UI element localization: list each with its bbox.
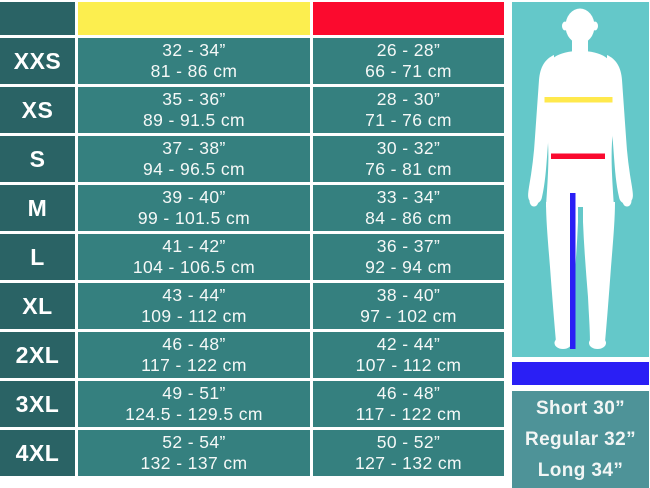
waist-measurement-cell: 26 - 28” 66 - 71 cm [313,38,504,84]
measurement-inches: 30 - 32” [376,138,441,158]
size-label: 2XL [0,332,75,378]
inseam-color-bar [512,362,649,385]
measurement-cm: 76 - 81 cm [365,159,452,179]
measurement-cm: 109 - 112 cm [141,306,247,326]
measurement-inches: 49 - 51” [162,383,226,403]
chest-measurement-cell: 46 - 48” 117 - 122 cm [78,332,310,378]
measurement-inches: 52 - 54” [162,432,226,452]
size-label: L [0,234,75,280]
waist-measurement-cell: 30 - 32” 76 - 81 cm [313,136,504,182]
measurement-cm: 84 - 86 cm [365,208,452,228]
measurement-inches: 36 - 37” [376,236,441,256]
chest-measurement-cell: 49 - 51” 124.5 - 129.5 cm [78,381,310,427]
figure-right-arm [607,55,633,204]
inseam-option: Short 30” [535,397,626,419]
waist-measurement-cell: 36 - 37” 92 - 94 cm [313,234,504,280]
measurement-cm: 71 - 76 cm [365,110,452,130]
waist-measurement-cell: 33 - 34” 84 - 86 cm [313,185,504,231]
measurement-inches: 26 - 28” [376,40,441,60]
size-label: M [0,185,75,231]
chest-measurement-cell: 52 - 54” 132 - 137 cm [78,430,310,476]
measurement-inches: 41 - 42” [162,236,226,256]
chest-measurement-cell: 39 - 40” 99 - 101.5 cm [78,185,310,231]
measurement-inches: 32 - 34” [162,40,226,60]
measurement-cm: 127 - 132 cm [355,453,462,473]
chest-measurement-cell: 37 - 38” 94 - 96.5 cm [78,136,310,182]
figure-right-leg [583,202,615,342]
measurement-inches: 39 - 40” [162,187,226,207]
measurement-cm: 117 - 122 cm [355,404,462,424]
figure-left-arm [528,55,554,204]
chest-measurement-cell: 35 - 36” 89 - 91.5 cm [78,87,310,133]
size-label: 4XL [0,430,75,476]
measurement-inches: 50 - 52” [376,432,441,452]
body-silhouette-icon [528,8,633,349]
measurement-guide-panel: Short 30” Regular 32” Long 34” [512,2,649,488]
measurement-cm: 107 - 112 cm [355,355,462,375]
measurement-cm: 99 - 101.5 cm [137,208,251,228]
size-label: S [0,136,75,182]
waist-measurement-cell: 42 - 44” 107 - 112 cm [313,332,504,378]
waist-column-header-swatch [313,2,504,35]
table-corner-cell [0,2,75,35]
waist-measurement-cell: 50 - 52” 127 - 132 cm [313,430,504,476]
waist-measure-line-icon [551,153,605,159]
measurement-inches: 42 - 44” [376,334,441,354]
size-label: XXS [0,38,75,84]
measurement-inches: 38 - 40” [376,285,441,305]
inseam-option: Regular 32” [524,428,637,450]
chest-measurement-cell: 41 - 42” 104 - 106.5 cm [78,234,310,280]
measurement-cm: 104 - 106.5 cm [132,257,256,277]
measurement-cm: 94 - 96.5 cm [142,159,246,179]
size-table: XXS 32 - 34” 81 - 86 cm 26 - 28” 66 - 71… [0,2,504,488]
measurement-cm: 89 - 91.5 cm [142,110,246,130]
figure-head [565,8,595,44]
body-figure-panel [512,2,649,357]
measurement-cm: 132 - 137 cm [140,453,248,473]
measurement-cm: 81 - 86 cm [150,61,238,81]
measurement-cm: 92 - 94 cm [365,257,452,277]
chest-measure-line-icon [544,97,613,103]
measurement-inches: 37 - 38” [162,138,226,158]
chest-column-header-swatch [78,2,310,35]
chest-measurement-cell: 43 - 44” 109 - 112 cm [78,283,310,329]
figure-neck [572,38,588,53]
measurement-inches: 43 - 44” [162,285,226,305]
measurement-inches: 46 - 48” [376,383,441,403]
measurement-cm: 97 - 102 cm [360,306,457,326]
measurement-cm: 66 - 71 cm [365,61,452,81]
measurement-inches: 33 - 34” [376,187,441,207]
size-label: 3XL [0,381,75,427]
size-label: XL [0,283,75,329]
chest-measurement-cell: 32 - 34” 81 - 86 cm [78,38,310,84]
measurement-cm: 124.5 - 129.5 cm [125,404,263,424]
inseam-measure-line-icon [570,193,576,349]
waist-measurement-cell: 46 - 48” 117 - 122 cm [313,381,504,427]
measurement-cm: 117 - 122 cm [141,355,247,375]
waist-measurement-cell: 28 - 30” 71 - 76 cm [313,87,504,133]
size-label: XS [0,87,75,133]
inseam-option: Long 34” [537,459,624,481]
measurement-inches: 35 - 36” [162,89,226,109]
measurement-inches: 46 - 48” [162,334,226,354]
inseam-length-panel: Short 30” Regular 32” Long 34” [512,391,649,488]
measurement-inches: 28 - 30” [376,89,441,109]
figure-torso [544,51,616,207]
body-silhouette [528,8,633,349]
waist-measurement-cell: 38 - 40” 97 - 102 cm [313,283,504,329]
